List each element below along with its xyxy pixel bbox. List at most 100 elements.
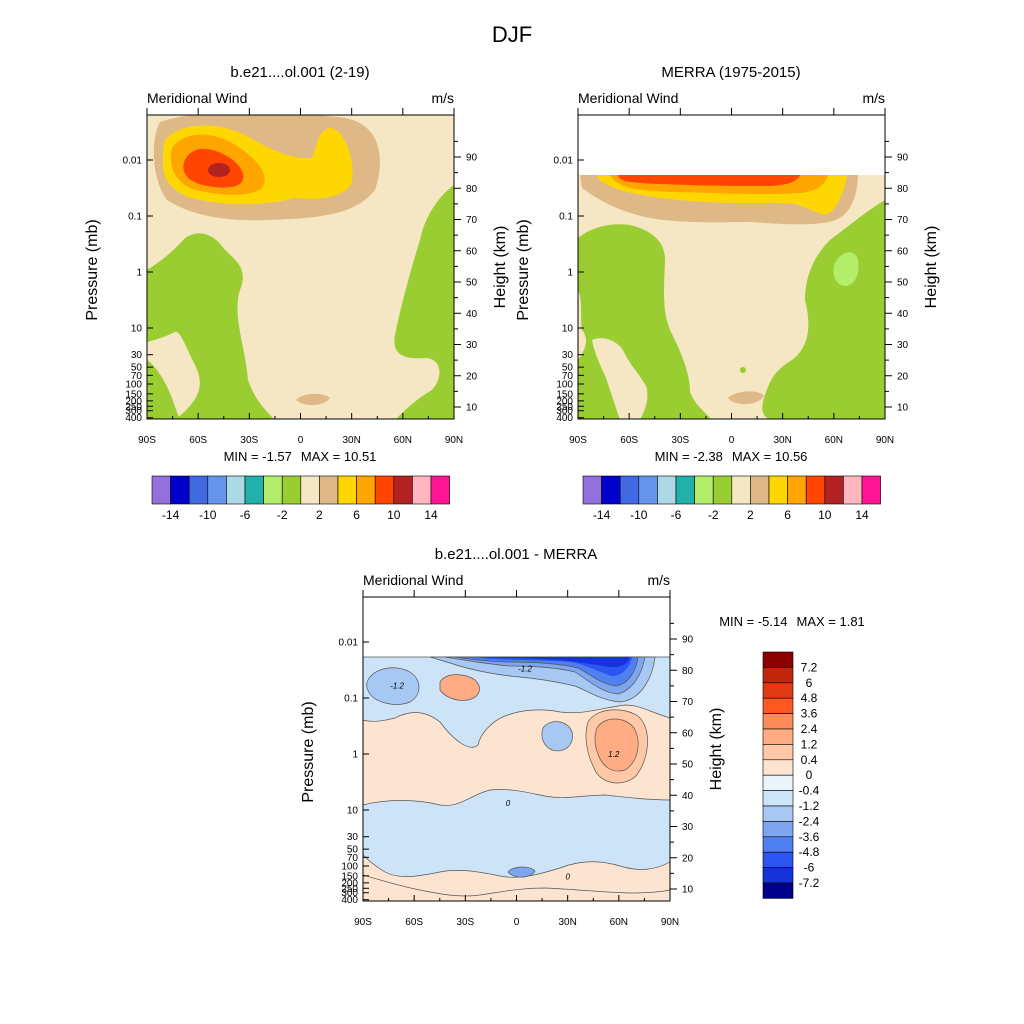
pressure-tick-label: 0.01: [339, 638, 359, 649]
colorbar-label: 4.8: [801, 691, 818, 705]
tan-blob: [296, 393, 330, 406]
colorbar-swatch: [731, 475, 751, 505]
colorbar-label: 0: [806, 768, 813, 782]
colorbar-swatch: [619, 475, 640, 505]
panel-model: b.e21....ol.001 (2-19) Meridional Wind m…: [84, 64, 509, 522]
colorbar-swatch: [300, 475, 320, 505]
x-tick-label: 30N: [558, 917, 576, 928]
x-tick-label: 90N: [445, 435, 463, 446]
blue-sh-cell: [366, 667, 420, 705]
height-tick-label: 40: [682, 791, 694, 802]
panel-difference: b.e21....ol.001 - MERRA Meridional Wind …: [300, 546, 865, 928]
height-tick-label: 90: [682, 635, 694, 646]
blue-lower: [363, 789, 670, 878]
colorbar-label: 10: [387, 508, 401, 522]
contour-label: 0: [506, 799, 511, 808]
min-max-readout: MIN = -1.57 MAX = 10.51: [224, 449, 377, 464]
height-tick-label: 70: [466, 215, 478, 226]
pressure-tick-label: 30: [131, 350, 143, 361]
colorbar-swatch: [412, 475, 432, 505]
height-tick-label: 10: [682, 885, 694, 896]
colorbar-swatch: [750, 475, 770, 505]
colorbar-swatch: [762, 805, 794, 822]
height-tick-label: 30: [682, 822, 694, 833]
colorbar-label: -14: [162, 508, 180, 522]
height-tick-label: 40: [897, 309, 909, 320]
colorbar-label: 10: [818, 508, 832, 522]
colorbar-label: 3.6: [801, 707, 818, 721]
height-axis: 10 20 30 40 50 60 70 80 90: [885, 140, 909, 414]
pressure-tick-label: 200: [556, 396, 573, 407]
top-ticks: [577, 108, 886, 115]
colorbar-label: 14: [855, 508, 869, 522]
x-tick-label: 0: [298, 435, 304, 446]
pressure-tick-label: 150: [556, 389, 573, 400]
colorbar-swatch: [319, 475, 339, 505]
pressure-tick-label: 100: [341, 862, 358, 873]
colorbar-label: -1.2: [799, 799, 820, 813]
colorbar-label: 1.2: [801, 737, 818, 751]
pressure-tick-label: 0.1: [559, 212, 573, 223]
top-ticks: [362, 590, 671, 597]
pressure-tick-label: 50: [562, 363, 574, 374]
pressure-tick-label: 400: [556, 413, 573, 424]
colorbar: 7.2 64.8 3.62.41.2 0.40 -0.4-1.2-2.4 -3.6-4.8…: [762, 651, 820, 899]
pressure-tick-label: 10: [347, 806, 359, 817]
pressure-tick-label: 200: [341, 878, 358, 889]
colorbar-swatch: [762, 713, 794, 730]
x-tick-label: 90N: [661, 917, 679, 928]
x-tick-label: 30N: [342, 435, 360, 446]
colorbar-swatch: [762, 682, 794, 699]
red-nh-cell-2: [594, 718, 639, 772]
pressure-tick-label: 50: [347, 845, 359, 856]
colorbar-label: -6: [240, 508, 251, 522]
x-tick-label: 90S: [569, 435, 587, 446]
x-tick-label: 90S: [138, 435, 156, 446]
colorbar-label: -0.4: [799, 784, 820, 798]
pressure-tick-label: 250: [125, 402, 142, 413]
green-nh: [394, 185, 454, 419]
colorbar: -14 -10 -6 -2 2 6 10 14: [582, 475, 881, 522]
colorbar-swatch: [762, 759, 794, 776]
blue-upper-6: [480, 657, 630, 668]
field-label: Meridional Wind: [363, 572, 463, 588]
height-tick-label: 30: [466, 340, 478, 351]
units-label: m/s: [862, 90, 885, 106]
colorbar-swatch: [762, 790, 794, 807]
contour-field: [363, 656, 670, 901]
x-tick-label: 90N: [876, 435, 894, 446]
colorbar-swatch: [762, 651, 794, 668]
x-tick-label: 60S: [405, 917, 423, 928]
pressure-tick-label: 300: [125, 406, 142, 417]
contour-field: [147, 115, 454, 419]
x-axis: 90S 60S 30S 0 30N 60N 90N: [354, 895, 679, 928]
x-tick-label: 30S: [456, 917, 474, 928]
pressure-tick-label: 1: [136, 268, 142, 279]
colorbar-label: 6: [806, 676, 813, 690]
panel-title: b.e21....ol.001 (2-19): [230, 64, 369, 81]
field-label: Meridional Wind: [578, 90, 678, 106]
contour-labels: -1.2 -1.2 1.2 0 0: [390, 665, 620, 882]
panel-title: MERRA (1975-2015): [661, 64, 800, 81]
max-core: [208, 163, 230, 177]
height-axis: 10 20 30 40 50 60 70 80 90: [670, 622, 694, 896]
colorbar-label: -6: [804, 861, 815, 875]
colorbar-swatch: [861, 475, 881, 505]
pressure-tick-label: 250: [341, 884, 358, 895]
x-tick-label: 30S: [240, 435, 258, 446]
x-tick-label: 0: [514, 917, 520, 928]
y-axis-label-right: Height (km): [708, 708, 725, 791]
height-tick-label: 80: [682, 666, 694, 677]
colorbar-swatch: [430, 475, 450, 505]
colorbar-swatch: [768, 475, 788, 505]
red-orange-core: [618, 175, 800, 186]
height-tick-label: 70: [897, 215, 909, 226]
y-axis-label-right: Height (km): [923, 226, 940, 309]
colorbar-swatch: [762, 836, 794, 853]
field-label: Meridional Wind: [147, 90, 247, 106]
colorbar-swatch: [762, 821, 794, 838]
colorbar-swatch: [762, 728, 794, 745]
colorbar-swatch: [675, 475, 695, 505]
